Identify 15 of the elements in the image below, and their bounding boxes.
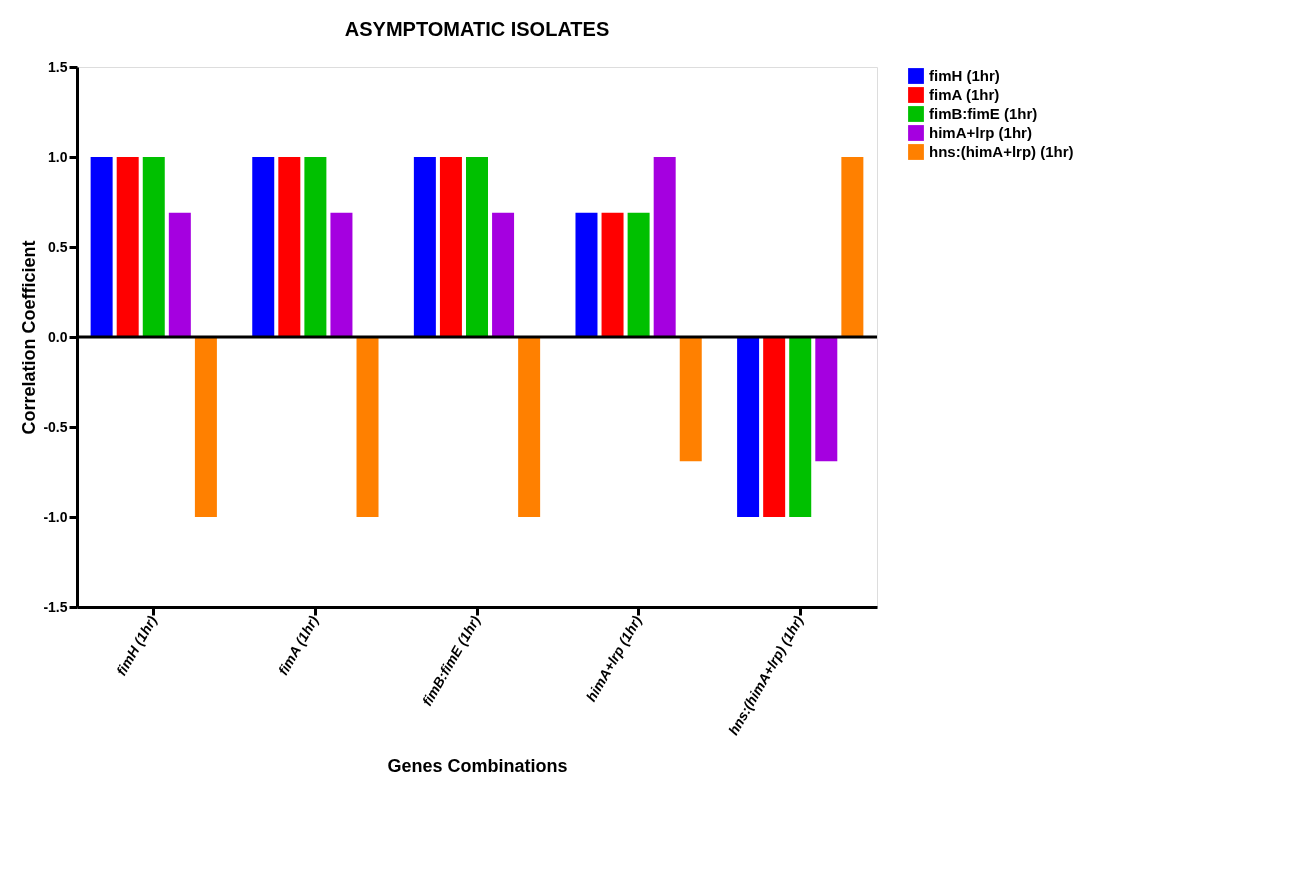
y-tick-label: 1.5 <box>48 58 68 75</box>
legend-label: hns:(himA+lrp) (1hr) <box>929 143 1074 160</box>
y-tick-label: -1.0 <box>43 508 68 525</box>
legend-label: fimB:fimE (1hr) <box>929 105 1038 122</box>
legend-label: fimH (1hr) <box>929 67 1000 84</box>
x-axis-title: Genes Combinations <box>387 755 568 776</box>
y-tick-label: -0.5 <box>43 418 68 435</box>
y-tick-label: 0.0 <box>48 328 68 345</box>
y-tick-label: 1.0 <box>48 148 68 165</box>
y-axis-title: Correlation Coefficient <box>19 240 40 435</box>
legend-label: fimA (1hr) <box>929 86 1000 103</box>
legend-label: himA+lrp (1hr) <box>929 124 1032 141</box>
y-tick-label: 0.5 <box>48 238 68 255</box>
chart-title: ASYMPTOMATIC ISOLATES <box>344 18 610 40</box>
y-tick-label: -1.5 <box>43 598 68 615</box>
